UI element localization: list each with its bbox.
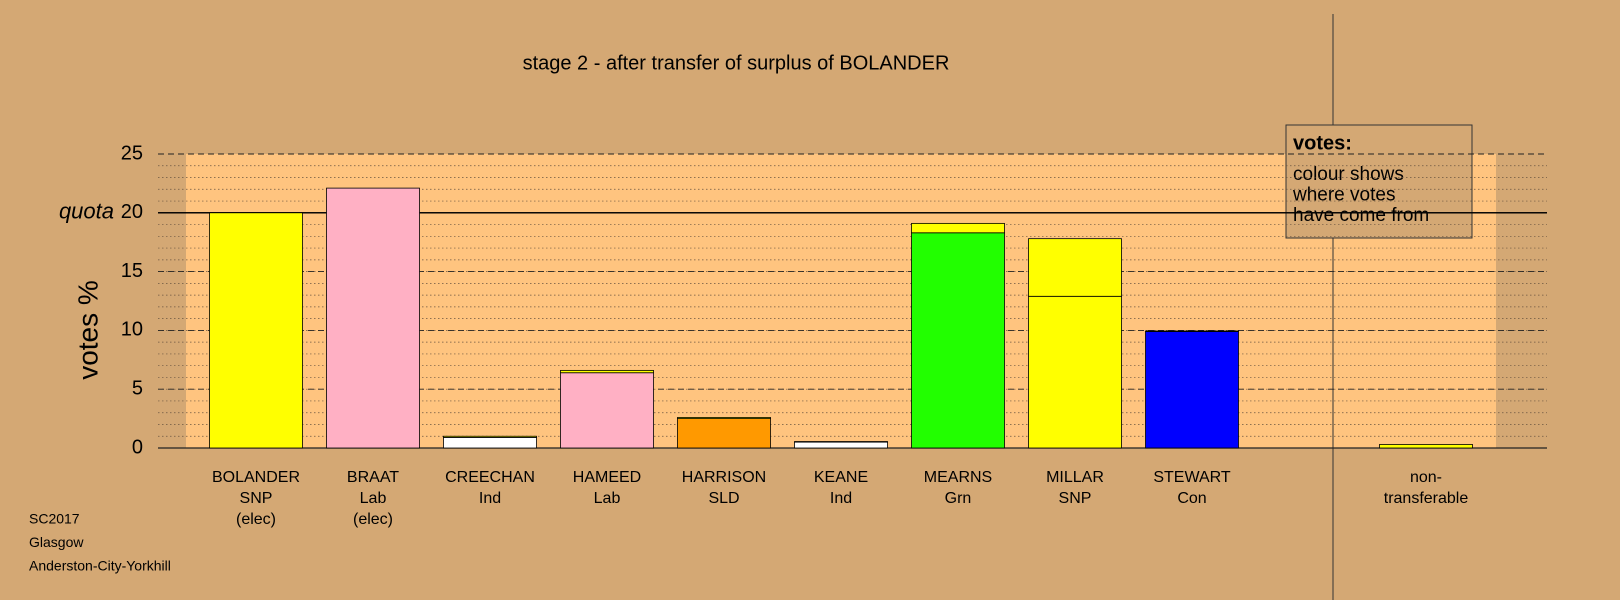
footer-text: SC2017 xyxy=(29,511,80,527)
footer-text: Glasgow xyxy=(29,534,84,550)
legend-frame xyxy=(1285,124,1473,239)
bar-segment xyxy=(1145,330,1239,332)
quota-label: quota xyxy=(59,199,114,224)
y-axis-label: votes % xyxy=(72,280,103,380)
chart-title: stage 2 - after transfer of surplus of B… xyxy=(523,52,950,74)
x-tick-label: non- xyxy=(1410,469,1442,486)
bar-segment xyxy=(560,372,654,449)
x-tick-label: (elec) xyxy=(236,511,276,528)
bar-segment xyxy=(794,441,888,449)
y-tick-label: 5 xyxy=(132,377,143,399)
legend-title: votes: xyxy=(1293,132,1352,154)
y-tick-label: 0 xyxy=(132,436,143,458)
legend-text: where votes xyxy=(1292,185,1395,206)
footer-text: Anderston-City-Yorkhill xyxy=(29,558,171,574)
x-tick-label: (elec) xyxy=(353,511,393,528)
bar-segment xyxy=(911,232,1005,449)
bar-segment xyxy=(677,418,771,449)
y-tick-label: 20 xyxy=(121,201,143,223)
bar-segment xyxy=(443,437,537,449)
x-tick-label: SNP xyxy=(240,490,273,507)
x-tick-label: HARRISON xyxy=(682,469,766,486)
x-tick-label: transferable xyxy=(1384,490,1469,507)
y-tick-label: 15 xyxy=(121,260,143,282)
x-tick-label: MEARNS xyxy=(924,469,992,486)
bar-segment xyxy=(326,187,420,449)
x-tick-label: BRAAT xyxy=(347,469,399,486)
bar-segment xyxy=(1028,295,1122,449)
bar-segment xyxy=(443,435,537,438)
bar-segment xyxy=(677,417,771,420)
bar-segment xyxy=(1145,331,1239,449)
x-tick-label: Con xyxy=(1177,490,1206,507)
x-tick-label: HAMEED xyxy=(573,469,641,486)
y-tick-label: 25 xyxy=(121,142,143,164)
x-tick-label: Ind xyxy=(830,490,852,507)
y-tick-label: 10 xyxy=(121,319,143,341)
x-tick-label: Ind xyxy=(479,490,501,507)
x-tick-label: KEANE xyxy=(814,469,868,486)
bar-segment xyxy=(794,441,888,443)
x-tick-label: BOLANDER xyxy=(212,469,300,486)
bar-segment xyxy=(209,212,303,449)
bar-segment xyxy=(560,369,654,374)
x-tick-label: CREECHAN xyxy=(445,469,535,486)
x-tick-label: Lab xyxy=(360,490,387,507)
x-tick-label: SNP xyxy=(1059,490,1092,507)
x-tick-label: MILLAR xyxy=(1046,469,1104,486)
legend-text: have come from xyxy=(1293,205,1429,226)
bar-segment xyxy=(1028,238,1122,297)
bar-segment xyxy=(911,222,1005,234)
legend-text: colour shows xyxy=(1293,164,1404,185)
x-tick-label: Lab xyxy=(594,490,621,507)
x-tick-label: STEWART xyxy=(1153,469,1231,486)
x-tick-label: SLD xyxy=(708,490,739,507)
x-tick-label: Grn xyxy=(945,490,972,507)
bar-segment xyxy=(1379,444,1473,449)
